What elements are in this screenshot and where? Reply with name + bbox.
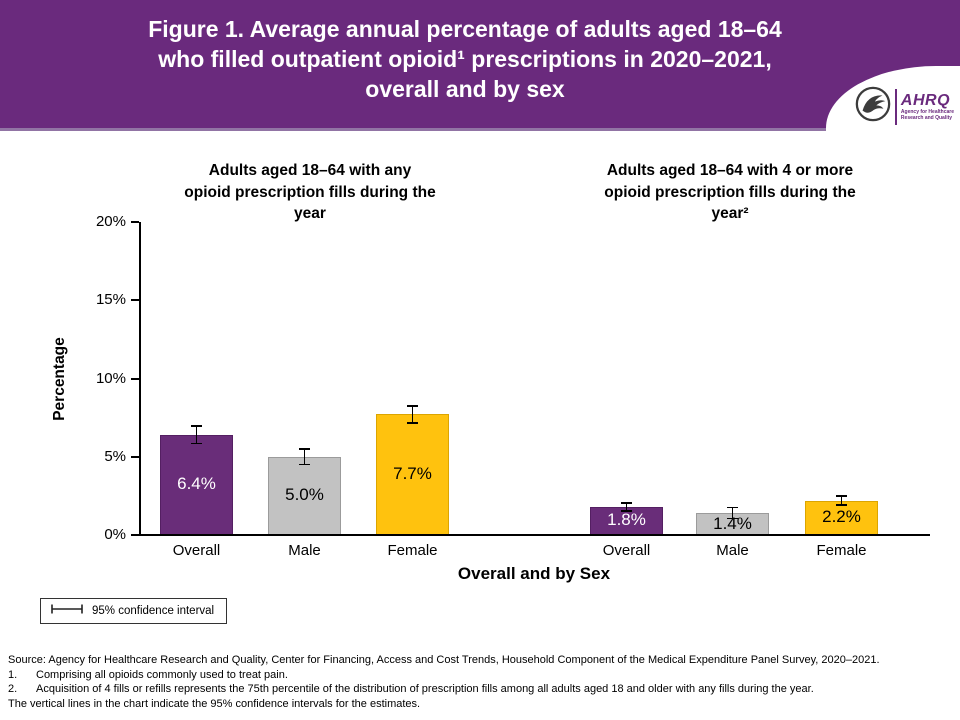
y-tick-label: 5%: [104, 447, 126, 465]
errorbar-cap-bottom-4plus-male: [727, 517, 738, 520]
subtitle-any-fills: Adults aged 18–64 with any opioid prescr…: [184, 162, 436, 222]
legend-box: 95% confidence interval: [40, 598, 227, 624]
footnote-1: 1. Comprising all opioids commonly used …: [8, 668, 288, 681]
errorbar-cap-top-4plus-female: [836, 495, 847, 497]
errorbar-any-male: [303, 448, 306, 465]
errorbar-cap-top-any-female: [407, 405, 418, 407]
category-label-any-overall: Overall: [172, 542, 221, 559]
footnote-2: 2. Acquisition of 4 fills or refills rep…: [8, 683, 814, 695]
errorbar-4plus-male: [731, 507, 734, 519]
y-tick-mark: [131, 221, 139, 223]
y-tick-label: 0%: [104, 526, 126, 543]
category-label-4plus-male: Male: [716, 542, 749, 559]
errorbar-4plus-overall: [625, 502, 628, 511]
y-tick-label: 15%: [95, 291, 126, 309]
bar-any-male: [268, 456, 341, 535]
value-label-4plus-female: 2.2%: [822, 507, 861, 527]
title-line-1: Figure 1. Average annual percentage of a…: [148, 16, 782, 42]
title-line-2: who filled outpatient opioid¹ prescripti…: [158, 46, 772, 72]
ahrq-acronym: AHRQ: [900, 91, 951, 109]
errorbar-4plus-female: [840, 495, 843, 506]
category-label-4plus-female: Female: [816, 542, 867, 559]
x-axis-title: Overall and by Sex: [457, 564, 611, 583]
x-axis-line: [139, 534, 930, 536]
errorbar-cap-bottom-4plus-overall: [621, 509, 632, 512]
ci-note-line: The vertical lines in the chart indicate…: [8, 697, 421, 710]
category-label-4plus-overall: Overall: [602, 542, 651, 559]
legend-label: 95% confidence interval: [92, 605, 215, 617]
errorbar-cap-top-4plus-male: [727, 506, 738, 509]
value-label-any-female: 7.7%: [393, 464, 432, 484]
errorbar-cap-bottom-any-overall: [191, 442, 202, 445]
errorbar-cap-top-4plus-overall: [621, 502, 632, 504]
y-tick-mark: [131, 377, 139, 380]
errorbar-cap-bottom-any-female: [407, 422, 418, 424]
y-tick-mark: [131, 299, 139, 302]
y-tick-label: 10%: [95, 369, 126, 387]
errorbar-cap-top-any-overall: [191, 425, 202, 428]
logo-divider: [894, 88, 897, 125]
category-label-any-male: Male: [288, 542, 321, 559]
value-label-any-male: 5.0%: [285, 485, 324, 505]
source-line: Source: Agency for Healthcare Research a…: [8, 654, 880, 666]
errorbar-any-female: [411, 405, 414, 424]
title-line-3: overall and by sex: [365, 76, 565, 102]
footer-notes: Source: Agency for Healthcare Research a…: [8, 653, 956, 711]
bar-any-female: [376, 414, 449, 535]
errorbar-cap-bottom-any-male: [299, 463, 310, 466]
value-label-4plus-male: 1.4%: [713, 513, 752, 533]
value-label-4plus-overall: 1.8%: [607, 510, 646, 530]
y-tick-mark: [131, 455, 139, 458]
category-label-any-female: Female: [387, 542, 438, 559]
subtitle-4plus-fills: Adults aged 18–64 with 4 or more opioid …: [604, 162, 856, 222]
agency-line-2: Research and Quality: [900, 114, 953, 121]
confidence-interval-icon: [50, 602, 84, 620]
agency-line-1: Agency for Healthcare: [900, 108, 954, 115]
page-title: Figure 1. Average annual percentage of a…: [80, 14, 850, 104]
y-axis-line: [139, 222, 141, 535]
header-banner: Figure 1. Average annual percentage of a…: [0, 0, 960, 131]
errorbar-cap-top-any-male: [299, 448, 310, 450]
y-tick-label: 20%: [95, 213, 126, 230]
errorbar-cap-bottom-4plus-female: [836, 504, 847, 507]
errorbar-any-overall: [195, 426, 198, 444]
y-tick-mark: [131, 534, 139, 536]
value-label-any-overall: 6.4%: [177, 474, 216, 494]
hhs-eagle-icon: [854, 85, 892, 128]
